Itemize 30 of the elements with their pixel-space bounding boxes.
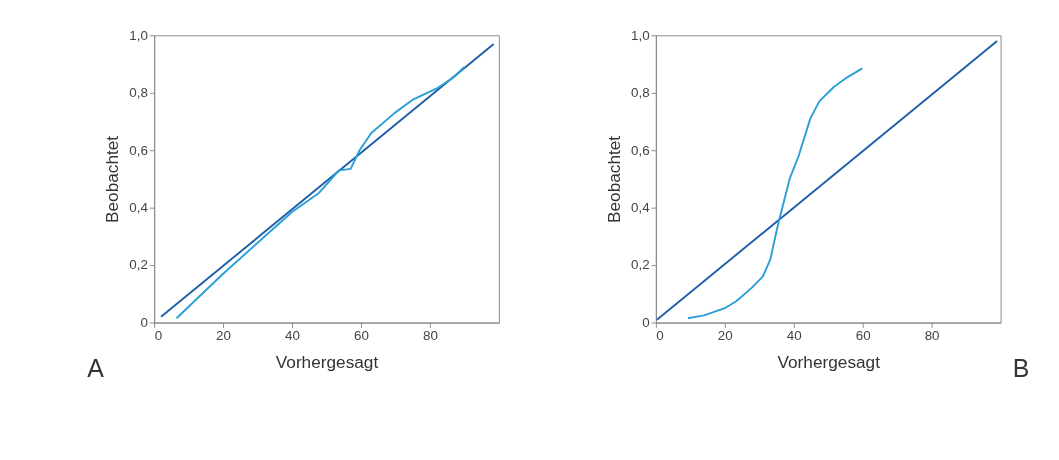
y-tick-label: 1,0 (631, 27, 650, 43)
x-tick-label: 60 (354, 328, 369, 344)
x-tick-label: 40 (786, 328, 802, 344)
y-axis-title: Beobachtet (603, 135, 624, 223)
line-series (686, 67, 864, 320)
x-tick-label: 0 (656, 328, 664, 344)
x-tick-label: 20 (216, 328, 232, 344)
y-tick-label: 0,4 (129, 199, 149, 215)
text: A (87, 354, 105, 383)
text: B (1012, 354, 1030, 383)
x-tick-label: 40 (285, 328, 300, 344)
x-tick-label: 80 (422, 328, 438, 344)
y-axis-title: Beobachtet (101, 135, 122, 223)
x-tick-label: 20 (717, 328, 733, 344)
y-tick-label: 0,8 (129, 85, 148, 101)
line-series (175, 65, 466, 320)
y-tick-label: 0,2 (129, 257, 148, 273)
y-tick-label: 0 (642, 314, 650, 330)
y-tick-label: 0,8 (631, 85, 650, 101)
y-tick-label: 0,4 (631, 199, 651, 215)
x-tick-label: 80 (924, 328, 940, 344)
x-axis-title: Vorhergesagt (275, 352, 379, 373)
y-tick-label: 0 (140, 314, 148, 330)
y-tick-label: 1,0 (129, 27, 148, 43)
y-tick-label: 0,6 (129, 142, 148, 158)
x-tick-label: 60 (855, 328, 871, 344)
x-axis-title: Vorhergesagt (777, 352, 881, 373)
y-tick-label: 0,2 (631, 257, 650, 273)
y-tick-label: 0,6 (631, 142, 650, 158)
x-tick-label: 0 (154, 328, 163, 344)
